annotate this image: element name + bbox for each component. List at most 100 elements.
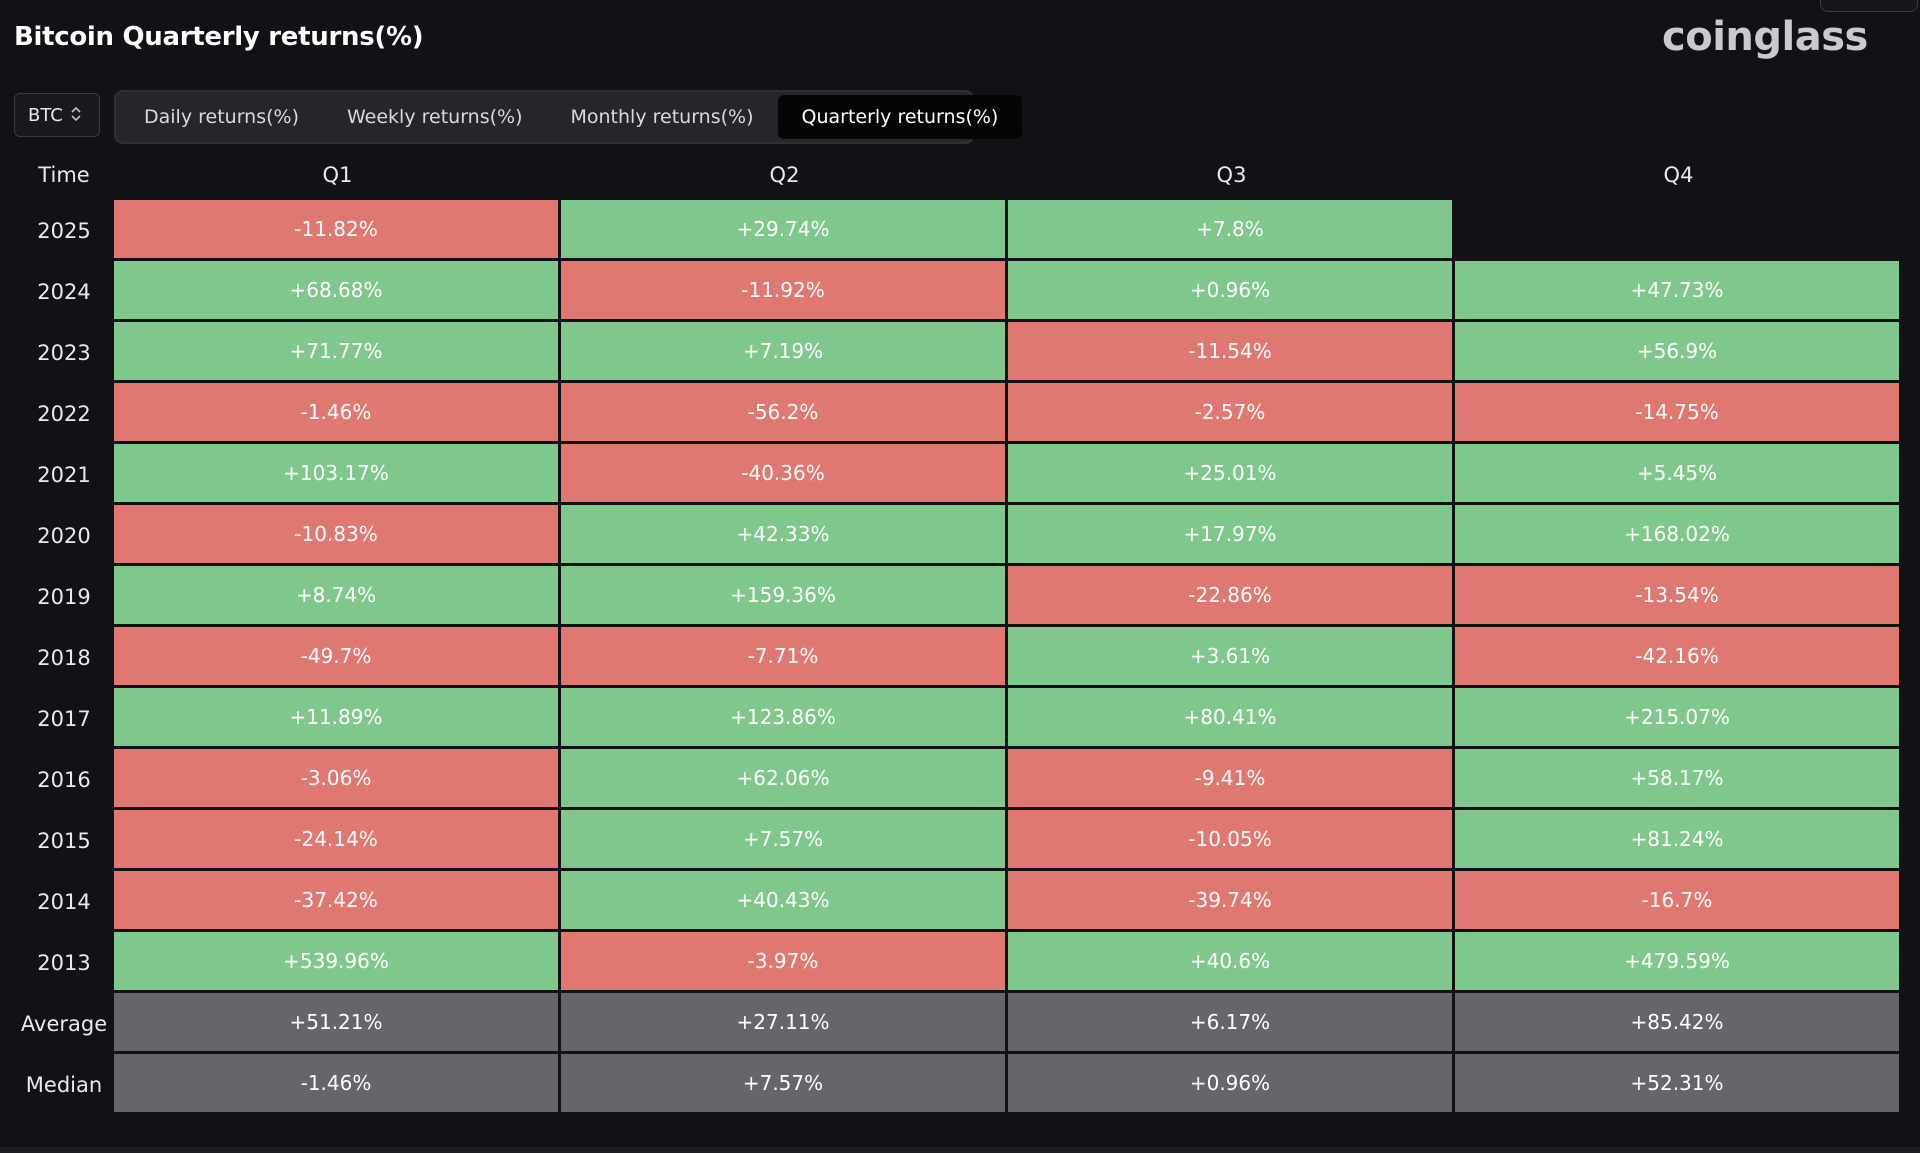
return-cell: +80.41% (1008, 688, 1455, 749)
table-row: 2022 -1.46% -56.2% -2.57% -14.75% (14, 383, 1902, 444)
return-cell: +25.01% (1008, 444, 1455, 505)
chevron-up-down-icon (71, 106, 81, 125)
return-cell: +159.36% (561, 566, 1008, 627)
return-cell: -11.82% (114, 200, 561, 261)
return-cell: +58.17% (1455, 749, 1902, 810)
return-cell: +8.74% (114, 566, 561, 627)
row-label: Median (25, 1072, 103, 1097)
table-row: 2017 +11.89% +123.86% +80.41% +215.07% (14, 688, 1902, 749)
row-label: 2014 (37, 889, 91, 914)
row-label: 2020 (37, 523, 91, 548)
table-row: 2016 -3.06% +62.06% -9.41% +58.17% (14, 749, 1902, 810)
return-cell: +0.96% (1008, 261, 1455, 322)
row-label: 2019 (37, 584, 91, 609)
row-label: 2024 (37, 279, 91, 304)
row-label: 2016 (37, 767, 91, 792)
return-cell: +3.61% (1008, 627, 1455, 688)
corner-tab[interactable] (1820, 0, 1918, 12)
row-label: 2015 (37, 828, 91, 853)
column-header-q2: Q2 (769, 163, 800, 187)
row-label: 2021 (37, 462, 91, 487)
coinglass-logo[interactable]: coinglass (1662, 14, 1868, 60)
asset-select-value: BTC (28, 104, 63, 126)
table-row: 2023 +71.77% +7.19% -11.54% +56.9% (14, 322, 1902, 383)
table-header-row: Time Q1 Q2 Q3 Q4 (14, 150, 1902, 200)
tab-weekly-returns[interactable]: Weekly returns(%) (347, 106, 523, 128)
return-cell: +51.21% (114, 993, 561, 1054)
return-cell: +6.17% (1008, 993, 1455, 1054)
return-cell: -24.14% (114, 810, 561, 871)
return-cell: -3.06% (114, 749, 561, 810)
return-cell: -11.54% (1008, 322, 1455, 383)
column-header-q3: Q3 (1216, 163, 1247, 187)
return-cell: +40.6% (1008, 932, 1455, 993)
table-row: 2018 -49.7% -7.71% +3.61% -42.16% (14, 627, 1902, 688)
quarterly-returns-table: Time Q1 Q2 Q3 Q4 2025 -11.82% +29.74% +7.8%… (14, 150, 1902, 1115)
return-cell: -10.83% (114, 505, 561, 566)
summary-row: Median -1.46% +7.57% +0.96% +52.31% (14, 1054, 1902, 1115)
return-cell: -1.46% (114, 383, 561, 444)
row-label: 2023 (37, 340, 91, 365)
table-row: 2020 -10.83% +42.33% +17.97% +168.02% (14, 505, 1902, 566)
return-cell: +71.77% (114, 322, 561, 383)
return-cell: +40.43% (561, 871, 1008, 932)
table-row: 2019 +8.74% +159.36% -22.86% -13.54% (14, 566, 1902, 627)
returns-tab-bar: Daily returns(%) Weekly returns(%) Month… (114, 90, 1023, 144)
row-label: 2017 (37, 706, 91, 731)
return-cell: -16.7% (1455, 871, 1902, 932)
return-cell: +123.86% (561, 688, 1008, 749)
tab-quarterly-returns[interactable]: Quarterly returns(%) (777, 95, 1023, 139)
column-header-q1: Q1 (322, 163, 353, 187)
return-cell: +52.31% (1455, 1054, 1902, 1115)
return-cell: -14.75% (1455, 383, 1902, 444)
footer-divider (0, 1147, 1920, 1153)
row-label: 2013 (37, 950, 91, 975)
return-cell: +5.45% (1455, 444, 1902, 505)
return-cell: -56.2% (561, 383, 1008, 444)
return-cell: +68.68% (114, 261, 561, 322)
return-cell: +7.8% (1008, 200, 1455, 261)
table-row: 2025 -11.82% +29.74% +7.8% (14, 200, 1902, 261)
return-cell: +85.42% (1455, 993, 1902, 1054)
page-title: Bitcoin Quarterly returns(%) (14, 22, 424, 52)
return-cell: -9.41% (1008, 749, 1455, 810)
return-cell: +7.19% (561, 322, 1008, 383)
tab-daily-returns[interactable]: Daily returns(%) (144, 106, 299, 128)
column-header-q4: Q4 (1663, 163, 1694, 187)
table-row: 2024 +68.68% -11.92% +0.96% +47.73% (14, 261, 1902, 322)
row-label: Average (20, 1011, 108, 1036)
column-header-time: Time (38, 163, 90, 187)
return-cell: -49.7% (114, 627, 561, 688)
return-cell: +479.59% (1455, 932, 1902, 993)
return-cell: -22.86% (1008, 566, 1455, 627)
return-cell: -42.16% (1455, 627, 1902, 688)
asset-select[interactable]: BTC (14, 93, 100, 137)
return-cell: +62.06% (561, 749, 1008, 810)
return-cell: -37.42% (114, 871, 561, 932)
return-cell: -13.54% (1455, 566, 1902, 627)
row-label: 2022 (37, 401, 91, 426)
return-cell (1455, 200, 1902, 261)
return-cell: +11.89% (114, 688, 561, 749)
return-cell: +29.74% (561, 200, 1008, 261)
table-row: 2015 -24.14% +7.57% -10.05% +81.24% (14, 810, 1902, 871)
return-cell: +103.17% (114, 444, 561, 505)
row-label: 2018 (37, 645, 91, 670)
return-cell: -7.71% (561, 627, 1008, 688)
return-cell: +539.96% (114, 932, 561, 993)
return-cell: +7.57% (561, 1054, 1008, 1115)
return-cell: +56.9% (1455, 322, 1902, 383)
return-cell: -39.74% (1008, 871, 1455, 932)
return-cell: +215.07% (1455, 688, 1902, 749)
return-cell: -2.57% (1008, 383, 1455, 444)
summary-row: Average +51.21% +27.11% +6.17% +85.42% (14, 993, 1902, 1054)
return-cell: +27.11% (561, 993, 1008, 1054)
return-cell: +168.02% (1455, 505, 1902, 566)
table-row: 2013 +539.96% -3.97% +40.6% +479.59% (14, 932, 1902, 993)
return-cell: -40.36% (561, 444, 1008, 505)
return-cell: +17.97% (1008, 505, 1455, 566)
return-cell: -1.46% (114, 1054, 561, 1115)
table-row: 2014 -37.42% +40.43% -39.74% -16.7% (14, 871, 1902, 932)
tab-monthly-returns[interactable]: Monthly returns(%) (570, 106, 754, 128)
return-cell: -11.92% (561, 261, 1008, 322)
